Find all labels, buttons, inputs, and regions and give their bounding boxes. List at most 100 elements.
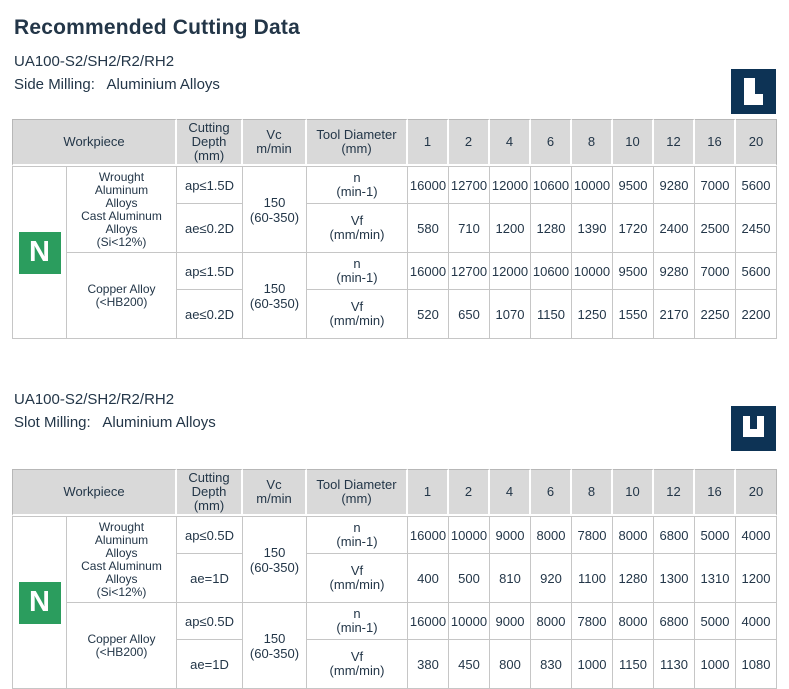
n-value: 10000 (572, 166, 613, 204)
n-value: 8000 (613, 603, 654, 640)
vf-value: 520 (408, 290, 449, 339)
vf-value: 2170 (654, 290, 695, 339)
n-value: 8000 (531, 516, 572, 554)
n-value: 10000 (449, 603, 490, 640)
side-milling-l-icon (731, 69, 776, 114)
col-header-diameter-4: 4 (490, 469, 531, 516)
vf-label-cell: Vf (mm/min) (307, 554, 408, 603)
n-value: 9000 (490, 603, 531, 640)
n-label-cell: n (min-1) (307, 516, 408, 554)
table-row: ae≤0.2D Vf (mm/min) 580 710 1200 1280 13… (12, 204, 777, 253)
vf-value: 1280 (531, 204, 572, 253)
col-header-diameter-2: 2 (449, 469, 490, 516)
vf-value: 1200 (736, 554, 777, 603)
n-label-cell: n (min-1) (307, 253, 408, 290)
vf-value: 580 (408, 204, 449, 253)
vf-value: 1070 (490, 290, 531, 339)
n-value: 5000 (695, 603, 736, 640)
n-value: 4000 (736, 603, 777, 640)
col-header-diameter-10: 10 (613, 469, 654, 516)
vf-value: 380 (408, 640, 449, 689)
side-milling-table: Workpiece Cutting Depth (mm) Vc m/min To… (12, 119, 777, 339)
workpiece-cell: Copper Alloy (<HB200) (67, 253, 177, 339)
n-value: 4000 (736, 516, 777, 554)
col-header-vc: Vc m/min (243, 119, 307, 166)
col-header-diameter-10: 10 (613, 119, 654, 166)
vf-value: 2500 (695, 204, 736, 253)
vf-value: 710 (449, 204, 490, 253)
vf-value: 1000 (695, 640, 736, 689)
n-value: 12000 (490, 253, 531, 290)
vf-value: 1200 (490, 204, 531, 253)
n-value: 7800 (572, 603, 613, 640)
vf-value: 1280 (613, 554, 654, 603)
workpiece-cell: Wrought Aluminum Alloys Cast Aluminum Al… (67, 166, 177, 253)
material-class-cell: N (12, 516, 67, 689)
n-value: 7800 (572, 516, 613, 554)
ap-cell: ap≤0.5D (177, 516, 243, 554)
vf-value: 800 (490, 640, 531, 689)
n-value: 10600 (531, 253, 572, 290)
ae-cell: ae=1D (177, 554, 243, 603)
col-header-diameter-1: 1 (408, 119, 449, 166)
n-value: 16000 (408, 166, 449, 204)
n-value: 10000 (572, 253, 613, 290)
model-code-2: UA100-S2/SH2/R2/RH2 (14, 391, 175, 408)
vf-value: 500 (449, 554, 490, 603)
vf-value: 2400 (654, 204, 695, 253)
col-header-diameter-8: 8 (572, 119, 613, 166)
n-value: 9280 (654, 166, 695, 204)
n-value: 9000 (490, 516, 531, 554)
workpiece-cell: Wrought Aluminum Alloys Cast Aluminum Al… (67, 516, 177, 603)
col-header-diameter-6: 6 (531, 469, 572, 516)
n-value: 16000 (408, 603, 449, 640)
col-header-cutting-depth: Cutting Depth (mm) (177, 119, 243, 166)
col-header-workpiece: Workpiece (12, 119, 177, 166)
col-header-diameter-16: 16 (695, 469, 736, 516)
material-n-letter: N (29, 586, 50, 618)
slot-milling-u-icon (731, 406, 776, 451)
operation-label-1: Side Milling: Aluminium Alloys (14, 76, 220, 93)
table-header-row: Workpiece Cutting Depth (mm) Vc m/min To… (12, 469, 777, 516)
n-value: 12700 (449, 166, 490, 204)
n-value: 9500 (613, 253, 654, 290)
col-header-diameter-16: 16 (695, 119, 736, 166)
n-value: 8000 (531, 603, 572, 640)
vf-value: 450 (449, 640, 490, 689)
col-header-diameter-1: 1 (408, 469, 449, 516)
col-header-workpiece: Workpiece (12, 469, 177, 516)
vf-value: 2450 (736, 204, 777, 253)
vf-value: 810 (490, 554, 531, 603)
col-header-diameter-6: 6 (531, 119, 572, 166)
n-value: 10000 (449, 516, 490, 554)
material-n-badge: N (18, 231, 61, 274)
vf-value: 2200 (736, 290, 777, 339)
ae-cell: ae≤0.2D (177, 290, 243, 339)
table-row: N Wrought Aluminum Alloys Cast Aluminum … (12, 166, 777, 339)
slot-milling-table: Workpiece Cutting Depth (mm) Vc m/min To… (12, 469, 777, 689)
vc-cell: 150 (60-350) (243, 603, 307, 689)
n-value: 5000 (695, 516, 736, 554)
col-header-vc: Vc m/min (243, 469, 307, 516)
vf-value: 1720 (613, 204, 654, 253)
n-value: 6800 (654, 516, 695, 554)
table-header-row: Workpiece Cutting Depth (mm) Vc m/min To… (12, 119, 777, 166)
vf-value: 1080 (736, 640, 777, 689)
vf-value: 830 (531, 640, 572, 689)
vf-value: 1300 (654, 554, 695, 603)
n-value: 12000 (490, 166, 531, 204)
vc-cell: 150 (60-350) (243, 516, 307, 603)
vf-label-cell: Vf (mm/min) (307, 640, 408, 689)
n-value: 6800 (654, 603, 695, 640)
col-header-diameter-12: 12 (654, 469, 695, 516)
n-value: 16000 (408, 253, 449, 290)
vf-value: 1000 (572, 640, 613, 689)
col-header-cutting-depth: Cutting Depth (mm) (177, 469, 243, 516)
n-value: 9500 (613, 166, 654, 204)
ae-cell: ae=1D (177, 640, 243, 689)
n-value: 5600 (736, 253, 777, 290)
operation-label-2: Slot Milling: Aluminium Alloys (14, 414, 216, 431)
table-row: ae≤0.2D Vf (mm/min) 520 650 1070 1150 12… (12, 290, 777, 339)
page-title: Recommended Cutting Data (14, 16, 300, 39)
n-value: 9280 (654, 253, 695, 290)
